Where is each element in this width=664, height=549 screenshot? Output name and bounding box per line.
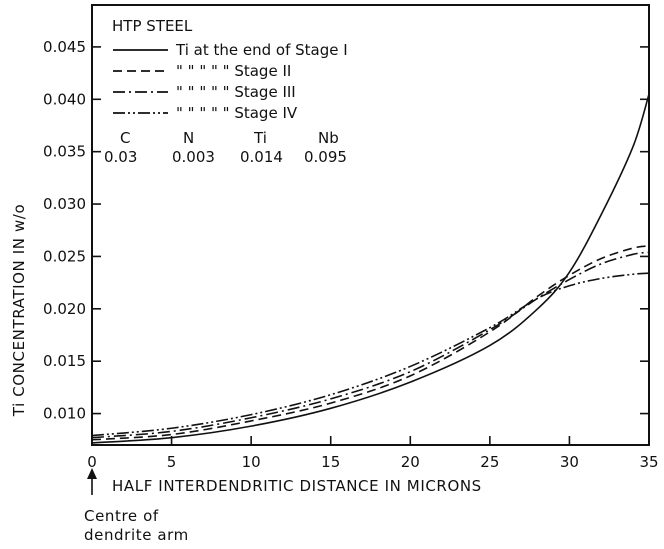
x-axis: 0 5 10 15 20 25 30 35 <box>87 436 659 471</box>
composition-header-nb: Nb <box>318 129 339 147</box>
y-axis-title: Ti CONCENTRATION IN w/o <box>10 204 28 417</box>
composition-header-c: C <box>120 129 130 147</box>
centre-annotation: Centre of dendrite arm <box>84 468 189 544</box>
y-tick-label: 0.045 <box>43 38 86 56</box>
composition-value-nb: 0.095 <box>304 148 347 166</box>
y-axis: 0.010 0.015 0.020 0.025 0.030 0.035 0.040 0.045 <box>43 38 649 423</box>
y-tick-label: 0.015 <box>43 352 86 370</box>
y-tick-label: 0.025 <box>43 247 86 265</box>
x-tick-label: 20 <box>401 453 420 471</box>
series-line-stage-3 <box>91 251 650 439</box>
series-line-stage-2 <box>91 245 650 441</box>
composition-value-n: 0.003 <box>172 148 215 166</box>
composition-value-c: 0.03 <box>104 148 137 166</box>
composition-value-ti: 0.014 <box>240 148 283 166</box>
y-tick-label: 0.030 <box>43 195 86 213</box>
composition-header-n: N <box>183 129 194 147</box>
y-tick-label: 0.010 <box>43 405 86 423</box>
series-line-stage-4 <box>91 272 650 437</box>
composition-table: C N Ti Nb 0.03 0.003 0.014 0.095 <box>104 129 347 166</box>
x-tick-label: 25 <box>480 453 499 471</box>
x-tick-label: 0 <box>87 453 97 471</box>
series-group <box>91 93 650 444</box>
legend-label-stage-3: " " " " " Stage III <box>176 83 296 101</box>
x-tick-label: 30 <box>560 453 579 471</box>
x-tick-label: 15 <box>321 453 340 471</box>
y-tick-label: 0.040 <box>43 90 86 108</box>
composition-header-ti: Ti <box>253 129 267 147</box>
x-tick-label: 5 <box>167 453 177 471</box>
y-tick-label: 0.035 <box>43 143 86 161</box>
legend-label-stage-1: Ti at the end of Stage I <box>175 41 348 59</box>
annotation-line-2: dendrite arm <box>84 526 189 544</box>
plot-frame <box>91 4 650 446</box>
legend-label-stage-2: " " " " " Stage II <box>176 62 291 80</box>
y-tick-label: 0.020 <box>43 300 86 318</box>
legend: HTP STEEL Ti at the end of Stage I " " "… <box>112 17 348 122</box>
x-axis-title: HALF INTERDENDRITIC DISTANCE IN MICRONS <box>112 477 482 495</box>
series-line-stage-1 <box>91 93 650 444</box>
x-tick-label: 10 <box>242 453 261 471</box>
annotation-line-1: Centre of <box>84 507 159 525</box>
x-tick-label: 35 <box>639 453 658 471</box>
legend-label-stage-4: " " " " " Stage IV <box>176 104 298 122</box>
annotation-arrow-head <box>87 468 97 479</box>
legend-title: HTP STEEL <box>112 17 193 35</box>
